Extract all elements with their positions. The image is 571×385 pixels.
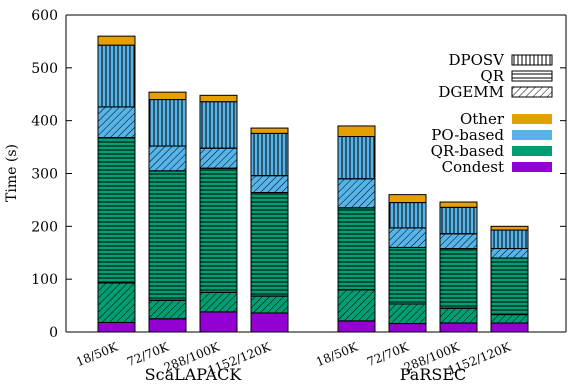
bar-segment-condest-0 xyxy=(250,312,289,333)
bar-pattern-dposv-4 xyxy=(490,229,529,250)
y-axis-label: Time (s) xyxy=(4,144,20,202)
bar-pattern-dposv-4 xyxy=(97,44,136,108)
bar-pattern-dgemm-1 xyxy=(388,303,427,325)
bar-segment-other-5 xyxy=(388,194,427,204)
legend-swatch-dposv xyxy=(511,54,553,66)
legend-swatch-qr xyxy=(511,70,553,82)
bar-segment-condest-0 xyxy=(337,320,376,333)
bar-pattern-dposv-4 xyxy=(439,206,478,235)
legend-label-other: Other xyxy=(460,110,505,128)
bar-segment-other-5 xyxy=(490,225,529,231)
bar-segment-other-5 xyxy=(199,94,238,103)
y-tick-label: 100 xyxy=(31,272,58,288)
legend-swatch-condest xyxy=(512,162,552,172)
bar-1-3 xyxy=(490,225,529,333)
bar-pattern-dposv-4 xyxy=(337,136,376,180)
bar-pattern-dgemm-1 xyxy=(439,307,478,324)
bar-pattern-qr-2 xyxy=(337,207,376,291)
bar-pattern-dgemm-3 xyxy=(388,227,427,248)
legend-label-qr: QR xyxy=(480,67,504,85)
bar-1-2 xyxy=(439,201,478,333)
bar-segment-other-5 xyxy=(337,125,376,138)
legend-swatch-dgemm xyxy=(511,86,553,98)
bar-pattern-qr-2 xyxy=(148,170,187,301)
group-label: PaRSEC xyxy=(400,365,467,384)
bar-pattern-qr-2 xyxy=(439,248,478,309)
bar-pattern-dgemm-1 xyxy=(199,291,238,313)
bar-segment-condest-0 xyxy=(439,322,478,333)
bar-1-1 xyxy=(388,194,427,333)
bar-0-3 xyxy=(250,127,289,333)
bar-pattern-dgemm-3 xyxy=(337,178,376,209)
bar-segment-condest-0 xyxy=(148,318,187,333)
bar-pattern-qr-2 xyxy=(388,246,427,305)
bar-0-1 xyxy=(148,91,187,333)
bar-segment-condest-0 xyxy=(199,311,238,333)
bar-pattern-dgemm-3 xyxy=(97,106,136,139)
legend-label-dgemm: DGEMM xyxy=(438,83,504,101)
bar-pattern-dposv-4 xyxy=(199,101,238,149)
bar-pattern-dgemm-1 xyxy=(148,299,187,320)
bar-pattern-dgemm-1 xyxy=(250,295,289,314)
legend-swatch-other xyxy=(512,114,552,124)
y-tick-label: 300 xyxy=(31,167,58,183)
bar-segment-condest-0 xyxy=(388,323,427,333)
bar-1-0 xyxy=(337,125,376,333)
legend-swatch-qr-based xyxy=(512,146,552,156)
bar-segment-other-5 xyxy=(148,91,187,101)
legend-label-dposv: DPOSV xyxy=(448,51,505,69)
legend-label-po-based: PO-based xyxy=(431,126,504,144)
bars-layer xyxy=(97,35,529,333)
bar-pattern-dposv-4 xyxy=(388,202,427,229)
bar-0-0 xyxy=(97,35,136,333)
bar-pattern-dgemm-3 xyxy=(199,147,238,169)
bar-pattern-dgemm-3 xyxy=(439,233,478,250)
bar-segment-other-5 xyxy=(250,127,289,134)
y-tick-label: 400 xyxy=(31,114,58,130)
bar-pattern-dgemm-1 xyxy=(337,289,376,322)
bar-pattern-dgemm-3 xyxy=(250,175,289,194)
bar-pattern-qr-2 xyxy=(199,167,238,293)
legend-label-qr-based: QR-based xyxy=(431,142,505,160)
bar-pattern-qr-2 xyxy=(250,192,289,297)
bar-pattern-qr-2 xyxy=(490,257,529,316)
y-tick-label: 0 xyxy=(49,325,58,341)
group-label: ScaLAPACK xyxy=(145,365,243,384)
bar-pattern-qr-2 xyxy=(97,137,136,284)
bar-segment-other-5 xyxy=(97,35,136,46)
bar-pattern-dgemm-3 xyxy=(490,248,529,259)
y-tick-label: 500 xyxy=(31,61,58,77)
bar-0-2 xyxy=(199,94,238,333)
bar-segment-condest-0 xyxy=(490,322,529,333)
y-tick-label: 600 xyxy=(31,8,58,24)
bar-pattern-dgemm-1 xyxy=(490,314,529,324)
legend-label-condest: Condest xyxy=(442,158,504,176)
bar-segment-condest-0 xyxy=(97,321,136,333)
y-tick-label: 200 xyxy=(31,219,58,235)
legend-swatch-po-based xyxy=(512,130,552,140)
bar-pattern-dgemm-3 xyxy=(148,145,187,172)
bar-pattern-dposv-4 xyxy=(148,99,187,147)
x-tick-label: 18/50K xyxy=(74,339,121,369)
bar-segment-other-5 xyxy=(439,201,478,208)
bar-pattern-dgemm-1 xyxy=(97,282,136,323)
bar-pattern-dposv-4 xyxy=(250,132,289,177)
x-tick-label: 18/50K xyxy=(314,339,361,369)
